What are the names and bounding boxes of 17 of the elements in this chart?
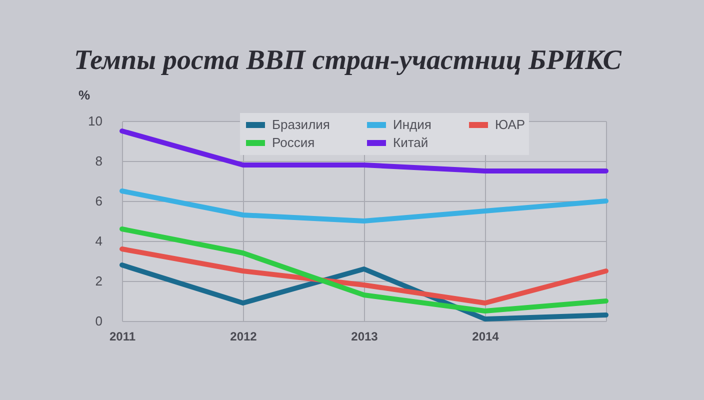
x-tick-label: 2014: [472, 330, 500, 344]
x-tick-label: 2011: [109, 330, 136, 344]
legend-label: ЮАР: [495, 117, 526, 132]
y-tick-label: 8: [95, 154, 102, 168]
chart-title: Темпы роста ВВП стран-участниц БРИКС: [74, 45, 622, 76]
legend-label: Индия: [393, 117, 432, 132]
y-tick-label: 2: [95, 274, 102, 288]
y-axis-title: %: [78, 88, 90, 102]
y-tick-label: 0: [95, 314, 102, 328]
legend-label: Китай: [393, 135, 428, 150]
legend-label: Бразилия: [272, 117, 330, 132]
legend-label: Россия: [272, 135, 315, 150]
y-tick-label: 10: [88, 114, 102, 128]
x-tick-label: 2012: [230, 330, 258, 344]
x-tick-label: 2013: [351, 330, 378, 344]
y-tick-label: 6: [95, 194, 102, 208]
y-tick-label: 4: [95, 234, 102, 248]
